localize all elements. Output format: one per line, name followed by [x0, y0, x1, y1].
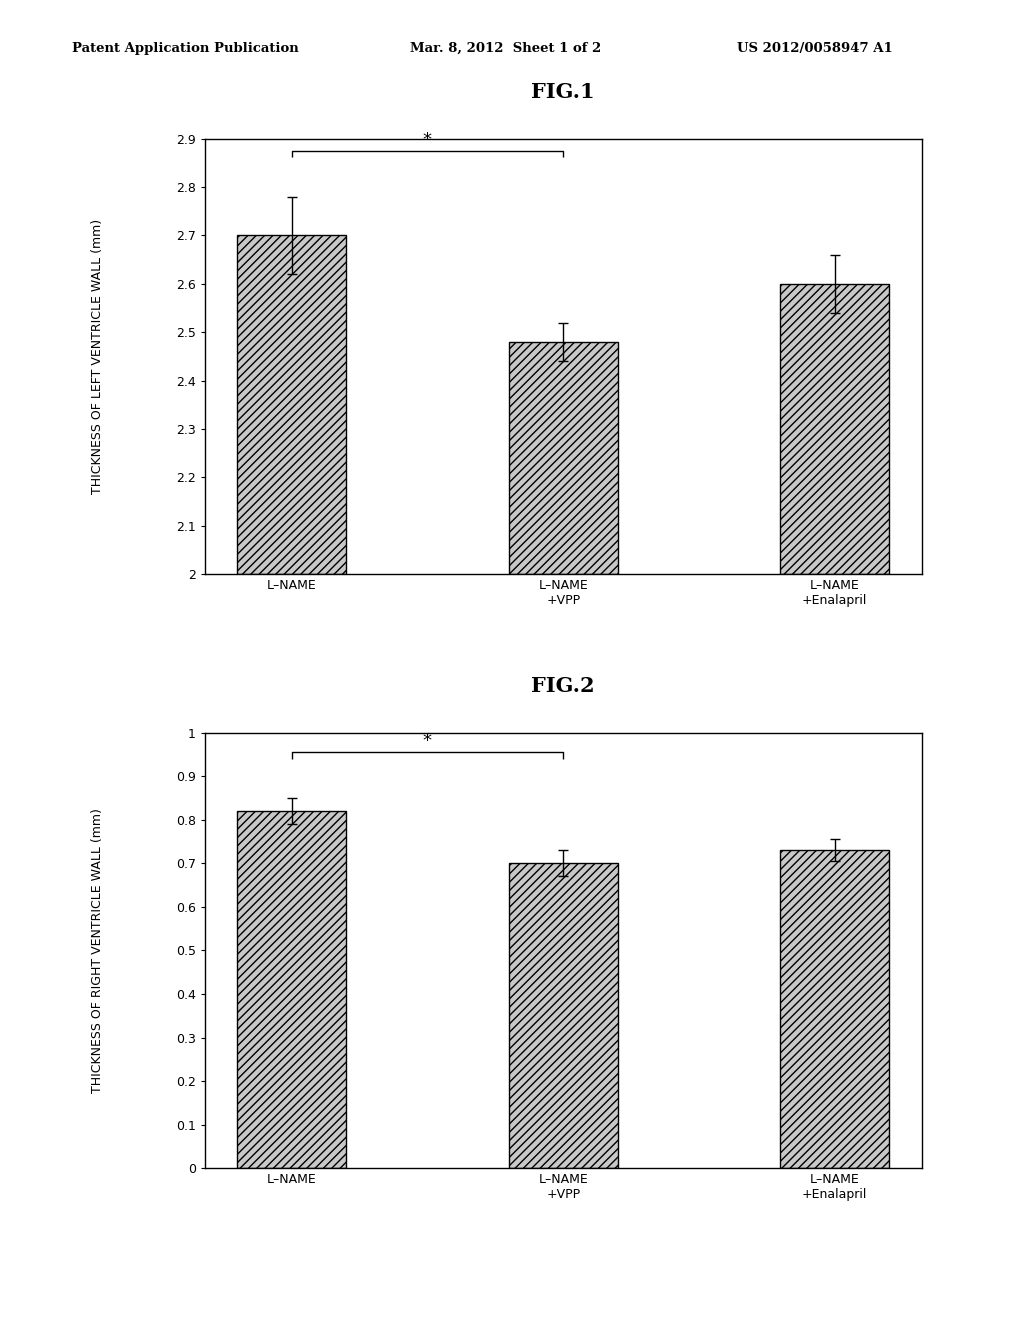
Text: FIG.1: FIG.1	[531, 82, 595, 102]
Y-axis label: THICKNESS OF LEFT VENTRICLE WALL (mm): THICKNESS OF LEFT VENTRICLE WALL (mm)	[91, 219, 104, 494]
Bar	[238, 235, 346, 574]
Y-axis label: THICKNESS OF RIGHT VENTRICLE WALL (mm): THICKNESS OF RIGHT VENTRICLE WALL (mm)	[91, 808, 104, 1093]
Text: *: *	[423, 733, 432, 750]
Text: US 2012/0058947 A1: US 2012/0058947 A1	[737, 42, 893, 55]
Text: *: *	[423, 131, 432, 149]
Text: FIG.2: FIG.2	[531, 676, 595, 696]
Bar	[780, 284, 889, 574]
Bar	[509, 863, 617, 1168]
Bar	[509, 342, 617, 574]
Bar	[780, 850, 889, 1168]
Bar	[238, 810, 346, 1168]
Text: Patent Application Publication: Patent Application Publication	[72, 42, 298, 55]
Text: Mar. 8, 2012  Sheet 1 of 2: Mar. 8, 2012 Sheet 1 of 2	[410, 42, 601, 55]
